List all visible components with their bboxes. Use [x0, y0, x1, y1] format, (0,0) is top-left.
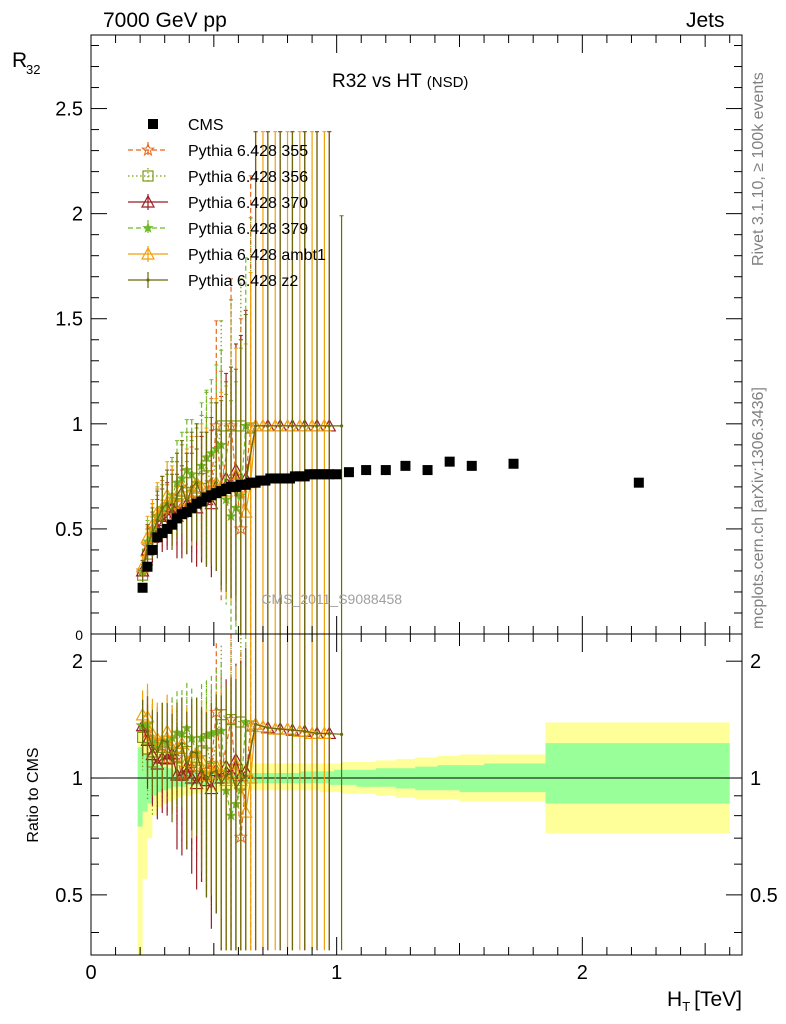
xtick-label: 1: [331, 962, 342, 984]
main-ylabel: R: [12, 49, 27, 72]
cms-data-point: [508, 458, 519, 469]
legend-ambt1-label: Pythia 6.428 ambt1: [188, 247, 326, 264]
cms-data-point: [343, 467, 354, 478]
legend-cms-marker: [148, 119, 158, 129]
ratio-plot-frame: [90, 633, 743, 956]
cms-data-point: [422, 465, 433, 476]
cms-data-point: [331, 469, 342, 480]
legend-z2-label: Pythia 6.428 z2: [188, 273, 298, 290]
xtick-label: 2: [577, 962, 588, 984]
ratio-ytick-label-left: 0.5: [55, 885, 83, 907]
legend-p356-label: Pythia 6.428 356: [188, 169, 308, 186]
ratio-ylabel: Ratio to CMS: [25, 747, 42, 842]
legend-cms-label: CMS: [188, 117, 224, 134]
legend-p370-label: Pythia 6.428 370: [188, 195, 308, 212]
cms-points: [137, 456, 644, 593]
ratio-ytick-label-left: 2: [72, 651, 83, 673]
ratio-ytick-label-left: 1: [72, 768, 83, 790]
cms-data-point: [167, 519, 178, 530]
watermark: CMS_2011_S9088458: [261, 591, 402, 607]
ratio-ytick-label-right: 2: [750, 651, 761, 673]
cms-data-point: [142, 561, 153, 572]
header-jets-label: Jets: [686, 9, 725, 32]
legend-p355-marker: [140, 142, 156, 157]
main-ytick-label: 1: [72, 414, 83, 436]
cms-data-point: [444, 456, 455, 467]
cms-data-point: [400, 460, 411, 471]
xaxis-label-unit: [TeV]: [694, 988, 742, 1011]
main-ytick-label: 2: [72, 204, 83, 226]
cms-data-point: [466, 460, 477, 471]
legend-p355-label: Pythia 6.428 355: [188, 143, 308, 160]
ratio-ambt1-point: [243, 770, 258, 784]
cms-data-point: [633, 477, 644, 488]
series-p379-line: [142, 425, 247, 571]
cms-data-point: [380, 465, 391, 476]
legend-z2-marker: [146, 278, 150, 282]
ratio-ytick-label-right: 1: [750, 768, 761, 790]
header-energy-label: 7000 GeV pp: [103, 9, 227, 32]
xtick-label: 0: [85, 962, 96, 984]
ratio-p379-line: [142, 721, 247, 818]
xaxis-label-h: H: [667, 988, 682, 1011]
main-ytick-label: 0.5: [55, 519, 83, 541]
legend-ambt1-marker: [140, 246, 156, 260]
main-ytick-label-zero: 0: [75, 627, 83, 643]
ratio-series-z2: [140, 634, 344, 951]
legend-p379-marker: [142, 222, 154, 233]
cms-data-point: [137, 582, 148, 593]
ratio-ytick-label-right: 0.5: [750, 885, 778, 907]
xaxis-label: HT [TeV]: [667, 988, 742, 1014]
ratio-band-stat: [137, 743, 730, 827]
main-ytick-label: 1.5: [55, 309, 83, 331]
chart-title-suffix: (NSD): [427, 74, 469, 91]
legend-p370-marker: [140, 194, 156, 208]
xaxis-label-subscript: T: [682, 999, 690, 1014]
chart-title-main: R32 vs HT: [332, 71, 422, 92]
main-ylabel-subscript: 32: [26, 62, 40, 77]
chart-title: R32 vs HT (NSD): [332, 71, 468, 92]
cms-data-point: [324, 469, 335, 480]
cms-data-point: [361, 465, 372, 476]
legend-p379-label: Pythia 6.428 379: [188, 221, 308, 238]
cms-data-point: [147, 544, 158, 555]
ratio-z2-line: [142, 723, 342, 790]
legend-p356-marker: [142, 170, 154, 182]
main-ytick-label: 2.5: [55, 99, 83, 121]
